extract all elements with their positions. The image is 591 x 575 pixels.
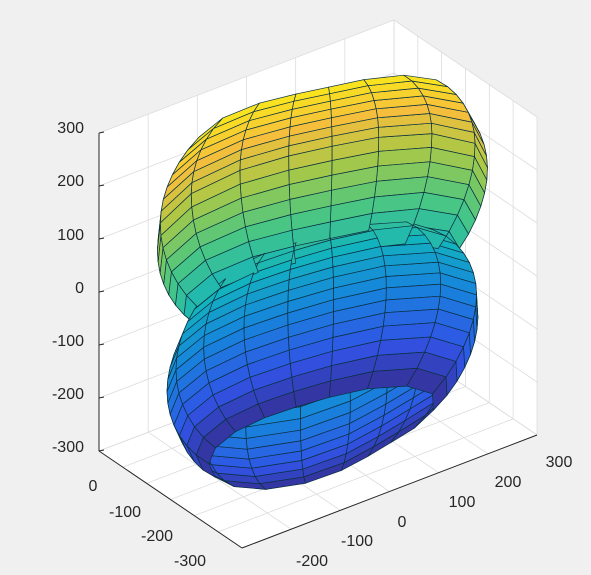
grid-line	[393, 19, 538, 118]
y-axis-line	[98, 450, 243, 549]
x-axis-line	[241, 434, 538, 549]
surface-patch	[175, 334, 205, 371]
z-tick-label: 100	[57, 227, 84, 244]
z-tick-label: -100	[52, 333, 84, 350]
z-tick-mark	[98, 396, 105, 399]
y-tick-label: 0	[89, 478, 98, 495]
surface-patch	[160, 192, 193, 237]
surface-plot	[156, 74, 488, 490]
z-tick-mark	[98, 237, 105, 240]
x-tick-label: 0	[398, 514, 407, 531]
x-tick-label: 300	[546, 454, 573, 471]
z-tick-label: 200	[57, 173, 84, 190]
y-tick-label: -100	[109, 504, 141, 521]
z-tick-mark	[98, 131, 105, 134]
z-tick-label: -200	[52, 386, 84, 403]
x-tick-label: -200	[296, 553, 328, 570]
grid-line	[98, 19, 395, 134]
x-tick-label: -100	[341, 533, 373, 550]
y-tick-label: -300	[174, 553, 206, 570]
axes-lines	[98, 131, 538, 549]
z-tick-label: -300	[52, 439, 84, 456]
x-tick-label: 200	[495, 474, 522, 491]
z-tick-mark	[98, 343, 105, 346]
z-tick-label: 300	[57, 120, 84, 137]
z-tick-mark	[98, 290, 105, 293]
y-tick-label: -200	[141, 528, 173, 545]
z-tick-mark	[98, 449, 105, 452]
x-tick-label: 100	[449, 494, 476, 511]
z-tick-mark	[98, 184, 105, 187]
z-tick-label: 0	[75, 280, 84, 297]
